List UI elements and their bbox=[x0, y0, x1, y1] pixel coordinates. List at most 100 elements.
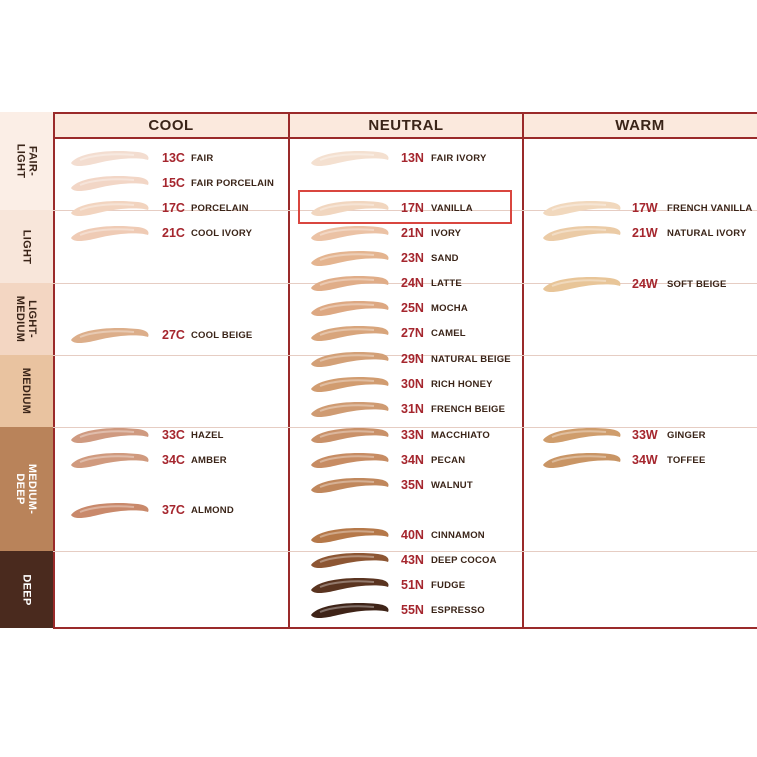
shade-row-17w: 17W FRENCH VANILLA bbox=[540, 198, 752, 220]
shade-swatch bbox=[311, 453, 389, 469]
shade-code: 24W bbox=[632, 277, 658, 291]
depth-label-light: LIGHT bbox=[0, 210, 53, 283]
shade-row-34c: 34C AMBER bbox=[68, 450, 268, 472]
shade-code: 35N bbox=[401, 478, 424, 492]
shade-swatch bbox=[543, 201, 621, 217]
shade-code: 33N bbox=[401, 428, 424, 442]
shade-code: 31N bbox=[401, 402, 424, 416]
grid-line bbox=[53, 210, 757, 211]
shade-code: 34W bbox=[632, 453, 658, 467]
shade-row-23n: 23N SAND bbox=[308, 248, 508, 270]
header-band bbox=[53, 112, 757, 138]
depth-label-fair-light: FAIR- LIGHT bbox=[0, 112, 53, 210]
shade-name: DEEP COCOA bbox=[431, 555, 497, 566]
shade-name: FRENCH VANILLA bbox=[667, 203, 753, 214]
shade-swatch bbox=[71, 176, 149, 192]
grid-line bbox=[53, 112, 757, 114]
shade-row-21w: 21W NATURAL IVORY bbox=[540, 223, 746, 245]
shade-row-33n: 33N MACCHIATO bbox=[308, 425, 508, 447]
shade-name: COOL BEIGE bbox=[191, 330, 253, 341]
shade-row-40n: 40N CINNAMON bbox=[308, 525, 508, 547]
shade-code: 24N bbox=[401, 276, 424, 290]
shade-name: GINGER bbox=[667, 430, 706, 441]
shade-name: HAZEL bbox=[191, 430, 224, 441]
shade-code: 40N bbox=[401, 528, 424, 542]
shade-name: NATURAL BEIGE bbox=[431, 354, 511, 365]
shade-name: SOFT BEIGE bbox=[667, 279, 727, 290]
shade-code: 27N bbox=[401, 326, 424, 340]
shade-code: 13C bbox=[162, 151, 185, 165]
shade-row-25n: 25N MOCHA bbox=[308, 298, 508, 320]
shade-code: 51N bbox=[401, 578, 424, 592]
shade-swatch bbox=[311, 578, 389, 594]
shade-name: SAND bbox=[431, 253, 459, 264]
shade-row-33c: 33C HAZEL bbox=[68, 425, 268, 447]
shade-row-15c: 15C FAIR PORCELAIN bbox=[68, 173, 274, 195]
shade-row-51n: 51N FUDGE bbox=[308, 575, 508, 597]
shade-row-43n: 43N DEEP COCOA bbox=[308, 550, 508, 572]
shade-swatch bbox=[311, 428, 389, 444]
shade-code: 17N bbox=[401, 201, 424, 215]
shade-swatch bbox=[311, 352, 389, 368]
shade-name: COOL IVORY bbox=[191, 228, 253, 239]
shade-swatch bbox=[311, 478, 389, 494]
shade-name: PECAN bbox=[431, 455, 466, 466]
shade-swatch bbox=[71, 151, 149, 167]
shade-code: 15C bbox=[162, 176, 185, 190]
grid-line bbox=[53, 355, 757, 356]
shade-name: FRENCH BEIGE bbox=[431, 404, 506, 415]
shade-swatch bbox=[311, 603, 389, 619]
shade-swatch bbox=[71, 201, 149, 217]
shade-row-27n: 27N CAMEL bbox=[308, 323, 508, 345]
shade-swatch bbox=[543, 453, 621, 469]
shade-name: WALNUT bbox=[431, 480, 473, 491]
depth-label-medium: MEDIUM bbox=[0, 355, 53, 427]
shade-name: LATTE bbox=[431, 278, 462, 289]
grid-line bbox=[53, 551, 757, 552]
shade-row-31n: 31N FRENCH BEIGE bbox=[308, 399, 508, 421]
shade-code: 13N bbox=[401, 151, 424, 165]
shade-name: FUDGE bbox=[431, 580, 466, 591]
shade-swatch bbox=[311, 226, 389, 242]
shade-row-17n: 17N VANILLA bbox=[308, 198, 508, 220]
shade-row-13n: 13N FAIR IVORY bbox=[308, 148, 508, 170]
shade-name: MACCHIATO bbox=[431, 430, 490, 441]
shade-swatch bbox=[311, 377, 389, 393]
shade-code: 21W bbox=[632, 226, 658, 240]
shade-swatch bbox=[311, 402, 389, 418]
shade-name: ESPRESSO bbox=[431, 605, 485, 616]
shade-row-55n: 55N ESPRESSO bbox=[308, 600, 508, 622]
shade-row-37c: 37C ALMOND bbox=[68, 500, 268, 522]
grid-line bbox=[522, 112, 524, 628]
shade-swatch bbox=[311, 276, 389, 292]
shade-swatch bbox=[311, 553, 389, 569]
shade-name: NATURAL IVORY bbox=[667, 228, 747, 239]
shade-name: FAIR IVORY bbox=[431, 153, 487, 164]
shade-code: 33C bbox=[162, 428, 185, 442]
shade-name: RICH HONEY bbox=[431, 379, 493, 390]
shade-swatch bbox=[311, 201, 389, 217]
shade-name: FAIR bbox=[191, 153, 214, 164]
shade-row-34w: 34W TOFFEE bbox=[540, 450, 740, 472]
shade-name: PORCELAIN bbox=[191, 203, 249, 214]
shade-code: 34N bbox=[401, 453, 424, 467]
shade-swatch bbox=[71, 453, 149, 469]
shade-swatch bbox=[543, 277, 621, 293]
shade-swatch bbox=[71, 503, 149, 519]
grid-line bbox=[53, 137, 757, 139]
shade-swatch bbox=[71, 226, 149, 242]
shade-swatch bbox=[311, 326, 389, 342]
shade-row-33w: 33W GINGER bbox=[540, 425, 740, 447]
shade-row-17c: 17C PORCELAIN bbox=[68, 198, 268, 220]
shade-row-29n: 29N NATURAL BEIGE bbox=[308, 349, 511, 371]
shade-code: 29N bbox=[401, 352, 424, 366]
grid-line bbox=[53, 112, 55, 628]
shade-swatch bbox=[71, 328, 149, 344]
grid-line bbox=[53, 283, 757, 284]
shade-code: 55N bbox=[401, 603, 424, 617]
column-header-neutral: NEUTRAL bbox=[368, 116, 444, 134]
shade-code: 33W bbox=[632, 428, 658, 442]
shade-swatch bbox=[311, 251, 389, 267]
grid-line bbox=[53, 427, 757, 428]
shade-swatch bbox=[311, 301, 389, 317]
